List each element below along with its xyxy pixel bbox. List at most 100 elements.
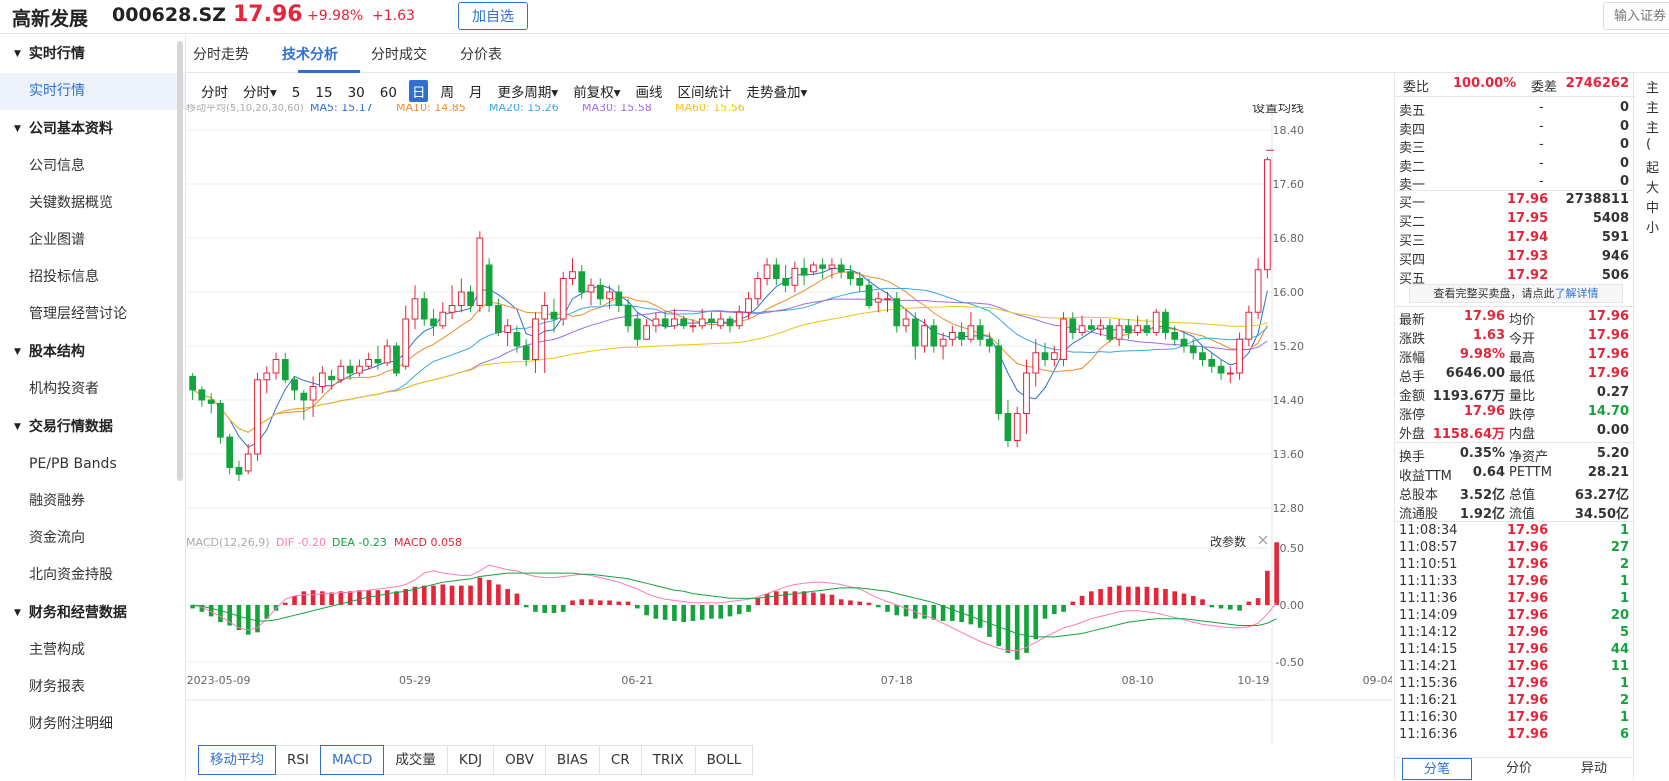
chart-grid [186,129,1272,663]
sidebar-item[interactable]: 企业图谱 [29,232,85,248]
candle-body [1013,413,1021,441]
candle [615,285,623,313]
trade-row: 11:16:21 17.96 2 [1395,692,1635,709]
period-option[interactable]: 30 [347,85,365,101]
sidebar-group[interactable]: 交易行情数据 [0,408,185,446]
edge-panel: 主主主(起大中小 [1634,73,1669,779]
candle [485,258,493,313]
sidebar-group[interactable]: 实时行情 [0,35,185,73]
period-option[interactable]: 前复权▾ [573,85,621,101]
separator [1395,96,1635,97]
full-book-button[interactable]: 查看完整买卖盘，请点此了解详情 [1409,284,1623,303]
indicator-tab[interactable]: BIAS [544,745,600,775]
kline-chart[interactable]: 18.40 17.60 16.80 16.00 15.20 14.40 13.60 12.80… [186,104,1392,744]
trade-row: 11:15:36 17.96 1 [1395,675,1635,692]
candle [1217,359,1225,380]
tab-intraday[interactable]: 分时走势 [193,47,249,63]
dea-line [192,572,1277,638]
set-ma-button[interactable]: 设置均线 [1252,104,1304,116]
stat-label: 最高 [1509,351,1536,366]
search-input[interactable] [1603,2,1669,30]
period-option[interactable]: 月 [468,85,483,101]
period-option[interactable]: 15 [315,85,333,101]
stat-value: 9.98% [1459,347,1505,362]
candle [383,339,391,367]
period-option[interactable]: 60 [379,85,397,101]
stock-change-pct: +9.98% [307,8,364,24]
sidebar-item[interactable]: 主营构成 [29,642,85,658]
candle [995,339,1003,421]
trade-row: 11:14:15 17.96 44 [1395,641,1635,658]
tab-anomaly[interactable]: 异动 [1580,761,1607,776]
main-tabs: 分时走势 技术分析 分时成交 分价表 [186,35,1669,73]
period-option[interactable]: 5 [291,85,301,101]
tab-price-dist[interactable]: 分价 [1505,761,1532,776]
indicator-tab[interactable]: MACD [319,745,385,775]
candle [346,359,354,380]
sidebar-item[interactable]: 机构投资者 [29,381,99,397]
stat-label: 流值 [1509,507,1536,522]
tab-price-table[interactable]: 分价表 [460,47,502,63]
tab-technical[interactable]: 技术分析 [282,47,338,63]
indicator-tab[interactable]: 移动平均 [198,745,276,775]
candle [884,292,891,313]
indicator-tab[interactable]: OBV [493,745,546,775]
indicator-tab[interactable]: TRIX [640,745,696,775]
trade-vol: 11 [1610,659,1629,674]
candle-body [430,318,437,327]
sidebar-scrollbar[interactable] [177,41,183,481]
sidebar-group[interactable]: 财务和经营数据 [0,594,185,632]
bid-vol: 506 [1601,268,1629,283]
candle [837,258,845,279]
period-option[interactable]: 日 [408,80,429,102]
sidebar-item[interactable]: 实时行情 [0,73,185,110]
sidebar-item[interactable]: 融资融券 [29,493,85,509]
indicator-tab[interactable]: BOLL [694,745,754,775]
stat-label: 今开 [1509,332,1536,347]
candle-body [763,264,771,279]
stat-value: 1158.64万 [1432,427,1505,442]
period-option[interactable]: 走势叠加▾ [746,85,808,101]
add-watchlist-button[interactable]: 加自选 [458,2,528,30]
indicator-tab[interactable]: CR [598,745,642,775]
sidebar-item[interactable]: 财务报表 [29,679,85,695]
sidebar-item[interactable]: 北向资金持股 [29,567,113,583]
dif-line [192,564,1277,652]
sidebar-item[interactable]: 财务附注明细 [29,716,113,732]
candle [633,312,641,346]
candle [800,258,808,286]
indicator-tab[interactable]: 成交量 [383,745,448,775]
stat-value: 28.21 [1587,465,1629,480]
sidebar-item[interactable]: 资金流向 [29,530,85,546]
candle [698,308,706,330]
candle [1263,157,1271,279]
indicator-tab[interactable]: KDJ [446,745,495,775]
period-option[interactable]: 周 [440,85,454,101]
candle [874,292,882,313]
stat-row: 流通股 1.92亿 流值 34.50亿 [1395,502,1635,522]
sidebar-item[interactable]: 招投标信息 [29,269,99,285]
sidebar-item[interactable]: PE/PB Bands [29,456,117,472]
sidebar-group[interactable]: 公司基本资料 [0,110,185,148]
period-option[interactable]: 区间统计 [677,85,732,101]
period-option[interactable]: 画线 [635,85,663,101]
full-book-link[interactable]: 了解详情 [1554,287,1599,300]
period-option[interactable]: 分时▾ [243,85,277,101]
candle-body [1189,345,1197,354]
candle [847,265,854,286]
sidebar-item[interactable]: 关键数据概览 [29,195,113,211]
tab-ticks[interactable]: 分笔 [1402,758,1472,780]
sidebar-group[interactable]: 股本结构 [0,333,185,371]
period-option[interactable]: 更多周期▾ [497,85,559,101]
change-param-button[interactable]: 改参数 [1210,534,1246,549]
indicator-tab[interactable]: RSI [275,745,321,775]
stat-row: 涨跌 1.63 今开 17.96 [1395,327,1635,347]
close-icon[interactable] [1258,535,1268,545]
sidebar-item[interactable]: 公司信息 [29,158,85,174]
sidebar-item[interactable]: 管理层经营讨论 [29,306,127,322]
candle [1199,346,1206,367]
tab-trades[interactable]: 分时成交 [371,47,427,63]
stat-value: 17.96 [1587,328,1629,343]
period-option[interactable]: 分时 [201,85,228,101]
bid-price: 17.95 [1507,211,1549,226]
